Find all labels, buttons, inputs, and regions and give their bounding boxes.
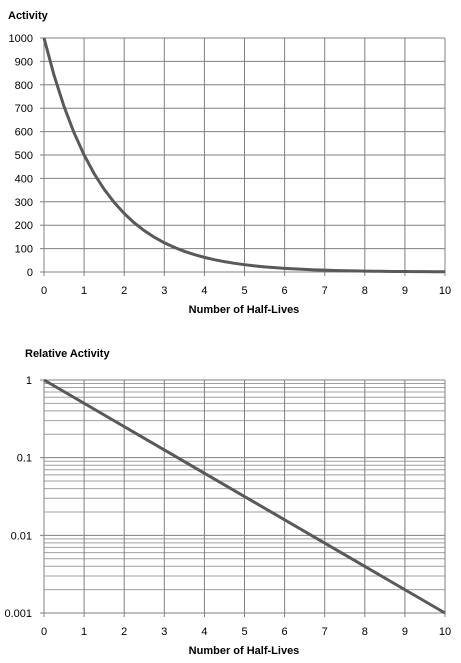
chart2-series-line [43, 378, 446, 615]
chart1-y-tick-label: 600 [15, 127, 33, 139]
chart2-x-tick-label: 1 [81, 626, 87, 638]
chart2-y-axis-label: Relative Activity [25, 348, 110, 360]
chart2-x-tick-label: 6 [282, 626, 288, 638]
chart2-x-tick-label: 3 [161, 626, 167, 638]
chart1-x-tick-label: 9 [402, 285, 408, 297]
chart2-x-tick-label: 10 [439, 626, 451, 638]
chart1-x-tick-label: 7 [322, 285, 328, 297]
chart1-x-tick-label: 0 [41, 285, 47, 297]
chart1-x-ticks: 0 1 2 3 4 5 6 7 8 9 10 [41, 285, 451, 297]
chart1-y-tick-label: 400 [15, 173, 33, 185]
chart1-y-tick-label: 800 [15, 80, 33, 92]
chart1-x-axis-label: Number of Half-Lives [189, 304, 300, 316]
chart1-x-tick-label: 6 [282, 285, 288, 297]
chart1-y-axis-label: Activity [8, 10, 49, 22]
chart2-x-tick-label: 9 [402, 626, 408, 638]
chart2-y-ticks: 0.001 0.01 0.1 1 [4, 375, 32, 620]
chart1-y-tick-label: 200 [15, 220, 33, 232]
chart2-x-tick-label: 8 [362, 626, 368, 638]
chart1-series-line [42, 37, 446, 274]
chart1-y-tick-label: 900 [15, 56, 33, 68]
chart1-x-tick-label: 5 [241, 285, 247, 297]
chart1-x-tick-label: 3 [161, 285, 167, 297]
chart1-y-tick-label: 1000 [9, 33, 33, 45]
chart2-y-tick-label: 0.01 [11, 530, 32, 542]
chart2-x-ticks: 0 1 2 3 4 5 6 7 8 9 10 [41, 626, 451, 638]
chart2-x-tick-label: 0 [41, 626, 47, 638]
chart1-x-tick-label: 4 [201, 285, 207, 297]
chart1-y-tick-label: 300 [15, 197, 33, 209]
chart1-grid [40, 37, 446, 276]
chart2-y-tick-label: 0.1 [17, 453, 32, 465]
chart1-y-tick-label: 100 [15, 244, 33, 256]
chart1-x-tick-label: 2 [121, 285, 127, 297]
chart1-y-ticks: 0 100 200 300 400 500 600 700 800 900 1000 [9, 33, 33, 279]
chart1-y-tick-label: 700 [15, 103, 33, 115]
chart-relative-activity-log: 0.001 0.01 0.1 1 0 1 2 3 4 5 6 7 8 9 10 Relative Acti… [4, 348, 451, 657]
chart1-x-tick-label: 10 [439, 285, 451, 297]
chart2-x-tick-label: 7 [322, 626, 328, 638]
chart1-y-tick-label: 0 [27, 267, 33, 279]
chart2-x-axis-label: Number of Half-Lives [189, 645, 300, 657]
chart2-x-tick-label: 4 [201, 626, 207, 638]
chart2-y-tick-label: 1 [26, 375, 32, 387]
chart2-y-tick-label: 0.001 [4, 608, 32, 620]
chart2-x-tick-label: 5 [241, 626, 247, 638]
chart2-x-tick-label: 2 [121, 626, 127, 638]
chart1-y-tick-label: 500 [15, 150, 33, 162]
chart1-x-tick-label: 1 [81, 285, 87, 297]
chart1-x-tick-label: 8 [362, 285, 368, 297]
chart2-grid [40, 379, 446, 617]
chart-activity-linear: 0 100 200 300 400 500 600 700 800 900 1000 0 1 2 3 4 5 6… [8, 10, 451, 316]
